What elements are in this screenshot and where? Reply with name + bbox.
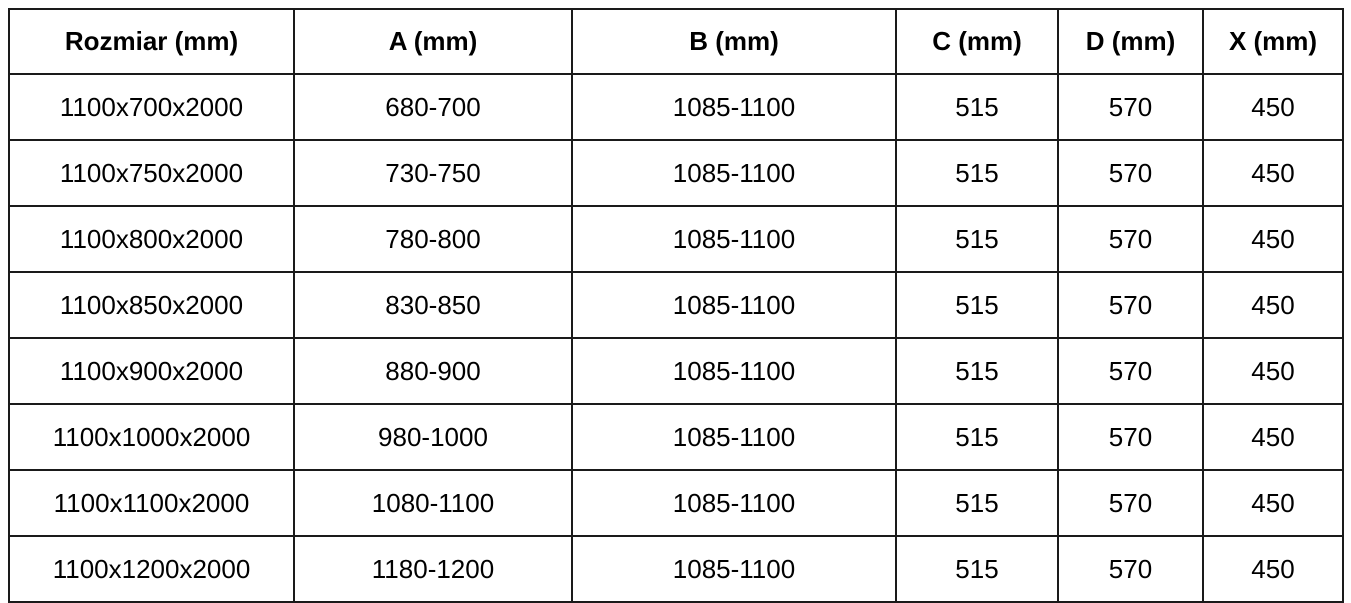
cell-b: 1085-1100 bbox=[571, 271, 897, 339]
column-header-x: X (mm) bbox=[1202, 8, 1344, 75]
cell-c: 515 bbox=[895, 535, 1059, 603]
cell-a: 880-900 bbox=[293, 337, 573, 405]
cell-d: 570 bbox=[1057, 73, 1204, 141]
cell-a: 780-800 bbox=[293, 205, 573, 273]
column-header-b: B (mm) bbox=[571, 8, 897, 75]
cell-d: 570 bbox=[1057, 469, 1204, 537]
cell-c: 515 bbox=[895, 469, 1059, 537]
cell-a: 680-700 bbox=[293, 73, 573, 141]
table-row: 1100x800x2000 780-800 1085-1100 515 570 … bbox=[8, 205, 1344, 273]
column-header-a: A (mm) bbox=[293, 8, 573, 75]
cell-size: 1100x1100x2000 bbox=[8, 469, 295, 537]
cell-x: 450 bbox=[1202, 205, 1344, 273]
table-row: 1100x900x2000 880-900 1085-1100 515 570 … bbox=[8, 337, 1344, 405]
table-row: 1100x850x2000 830-850 1085-1100 515 570 … bbox=[8, 271, 1344, 339]
cell-d: 570 bbox=[1057, 535, 1204, 603]
cell-d: 570 bbox=[1057, 337, 1204, 405]
specification-table: Rozmiar (mm) A (mm) B (mm) C (mm) D (mm)… bbox=[8, 8, 1344, 603]
table-header: Rozmiar (mm) A (mm) B (mm) C (mm) D (mm)… bbox=[8, 8, 1344, 75]
table-row: 1100x1000x2000 980-1000 1085-1100 515 57… bbox=[8, 403, 1344, 471]
cell-b: 1085-1100 bbox=[571, 139, 897, 207]
cell-b: 1085-1100 bbox=[571, 469, 897, 537]
cell-x: 450 bbox=[1202, 535, 1344, 603]
table-row: 1100x750x2000 730-750 1085-1100 515 570 … bbox=[8, 139, 1344, 207]
cell-d: 570 bbox=[1057, 271, 1204, 339]
column-header-d: D (mm) bbox=[1057, 8, 1204, 75]
table-row: 1100x1100x2000 1080-1100 1085-1100 515 5… bbox=[8, 469, 1344, 537]
cell-x: 450 bbox=[1202, 139, 1344, 207]
table-header-row: Rozmiar (mm) A (mm) B (mm) C (mm) D (mm)… bbox=[8, 8, 1344, 75]
cell-size: 1100x1000x2000 bbox=[8, 403, 295, 471]
column-header-rozmiar: Rozmiar (mm) bbox=[8, 8, 295, 75]
cell-d: 570 bbox=[1057, 403, 1204, 471]
cell-b: 1085-1100 bbox=[571, 205, 897, 273]
cell-b: 1085-1100 bbox=[571, 73, 897, 141]
cell-a: 1180-1200 bbox=[293, 535, 573, 603]
cell-d: 570 bbox=[1057, 205, 1204, 273]
cell-c: 515 bbox=[895, 73, 1059, 141]
cell-a: 830-850 bbox=[293, 271, 573, 339]
table-row: 1100x1200x2000 1180-1200 1085-1100 515 5… bbox=[8, 535, 1344, 603]
cell-d: 570 bbox=[1057, 139, 1204, 207]
cell-x: 450 bbox=[1202, 469, 1344, 537]
cell-a: 730-750 bbox=[293, 139, 573, 207]
cell-size: 1100x850x2000 bbox=[8, 271, 295, 339]
cell-b: 1085-1100 bbox=[571, 337, 897, 405]
cell-x: 450 bbox=[1202, 271, 1344, 339]
cell-a: 980-1000 bbox=[293, 403, 573, 471]
cell-b: 1085-1100 bbox=[571, 535, 897, 603]
cell-size: 1100x800x2000 bbox=[8, 205, 295, 273]
table-body: 1100x700x2000 680-700 1085-1100 515 570 … bbox=[8, 73, 1344, 603]
cell-c: 515 bbox=[895, 403, 1059, 471]
cell-a: 1080-1100 bbox=[293, 469, 573, 537]
cell-b: 1085-1100 bbox=[571, 403, 897, 471]
cell-size: 1100x900x2000 bbox=[8, 337, 295, 405]
cell-c: 515 bbox=[895, 271, 1059, 339]
cell-x: 450 bbox=[1202, 403, 1344, 471]
cell-size: 1100x750x2000 bbox=[8, 139, 295, 207]
cell-x: 450 bbox=[1202, 337, 1344, 405]
specification-table-container: Rozmiar (mm) A (mm) B (mm) C (mm) D (mm)… bbox=[8, 8, 1344, 603]
cell-size: 1100x1200x2000 bbox=[8, 535, 295, 603]
column-header-c: C (mm) bbox=[895, 8, 1059, 75]
cell-c: 515 bbox=[895, 139, 1059, 207]
cell-c: 515 bbox=[895, 337, 1059, 405]
table-row: 1100x700x2000 680-700 1085-1100 515 570 … bbox=[8, 73, 1344, 141]
cell-size: 1100x700x2000 bbox=[8, 73, 295, 141]
cell-c: 515 bbox=[895, 205, 1059, 273]
cell-x: 450 bbox=[1202, 73, 1344, 141]
